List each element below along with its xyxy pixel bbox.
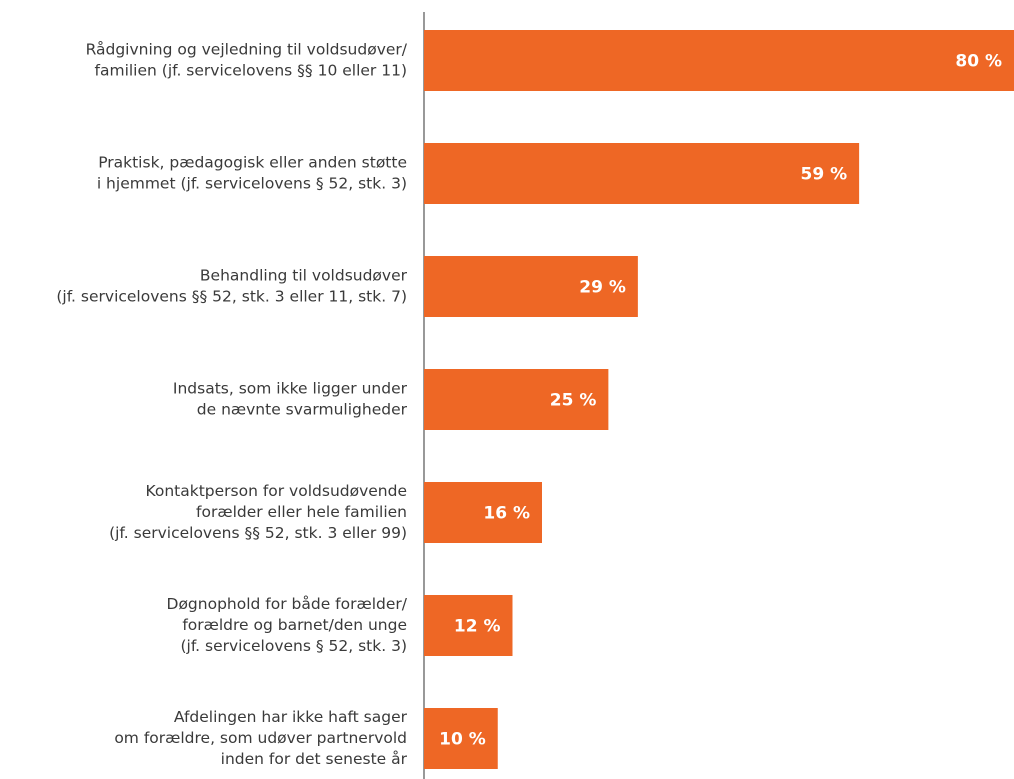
value-label: 80 % [955, 52, 1002, 72]
category-label: Indsats, som ikke ligger under [173, 380, 408, 398]
category-label: (jf. servicelovens §§ 52, stk. 3 eller 9… [109, 524, 407, 542]
value-label: 12 % [454, 617, 501, 637]
bar [424, 369, 609, 430]
category-label: Afdelingen har ikke haft sager [174, 708, 408, 726]
category-label: Kontaktperson for voldsudøvende [145, 482, 407, 500]
value-label: 16 % [483, 504, 530, 524]
value-label: 25 % [550, 391, 597, 411]
category-label: (jf. servicelovens §§ 52, stk. 3 eller 1… [56, 288, 407, 306]
value-label: 59 % [801, 165, 848, 185]
category-label: familien (jf. servicelovens §§ 10 eller … [95, 62, 407, 80]
bar [424, 143, 860, 204]
bar [424, 482, 542, 543]
category-label: i hjemmet (jf. servicelovens § 52, stk. … [97, 175, 407, 193]
category-label: forælder eller hele familien [196, 503, 407, 521]
category-label: om forældre, som udøver partnervold [114, 729, 407, 747]
category-label: Døgnophold for både forælder/ [167, 595, 408, 613]
category-label: forældre og barnet/den unge [182, 616, 407, 634]
category-label: de nævnte svarmuligheder [197, 401, 408, 419]
bar [424, 256, 638, 317]
bar [424, 708, 498, 769]
value-label: 10 % [439, 730, 486, 750]
category-label: Praktisk, pædagogisk eller anden støtte [98, 154, 407, 172]
category-label: (jf. servicelovens § 52, stk. 3) [180, 637, 407, 655]
category-label: inden for det seneste år [221, 750, 408, 768]
bar [424, 595, 513, 656]
category-label: Rådgivning og vejledning til voldsudøver… [86, 41, 408, 59]
value-label: 29 % [579, 278, 626, 298]
category-label: Behandling til voldsudøver [200, 267, 408, 285]
bar [424, 30, 1014, 91]
